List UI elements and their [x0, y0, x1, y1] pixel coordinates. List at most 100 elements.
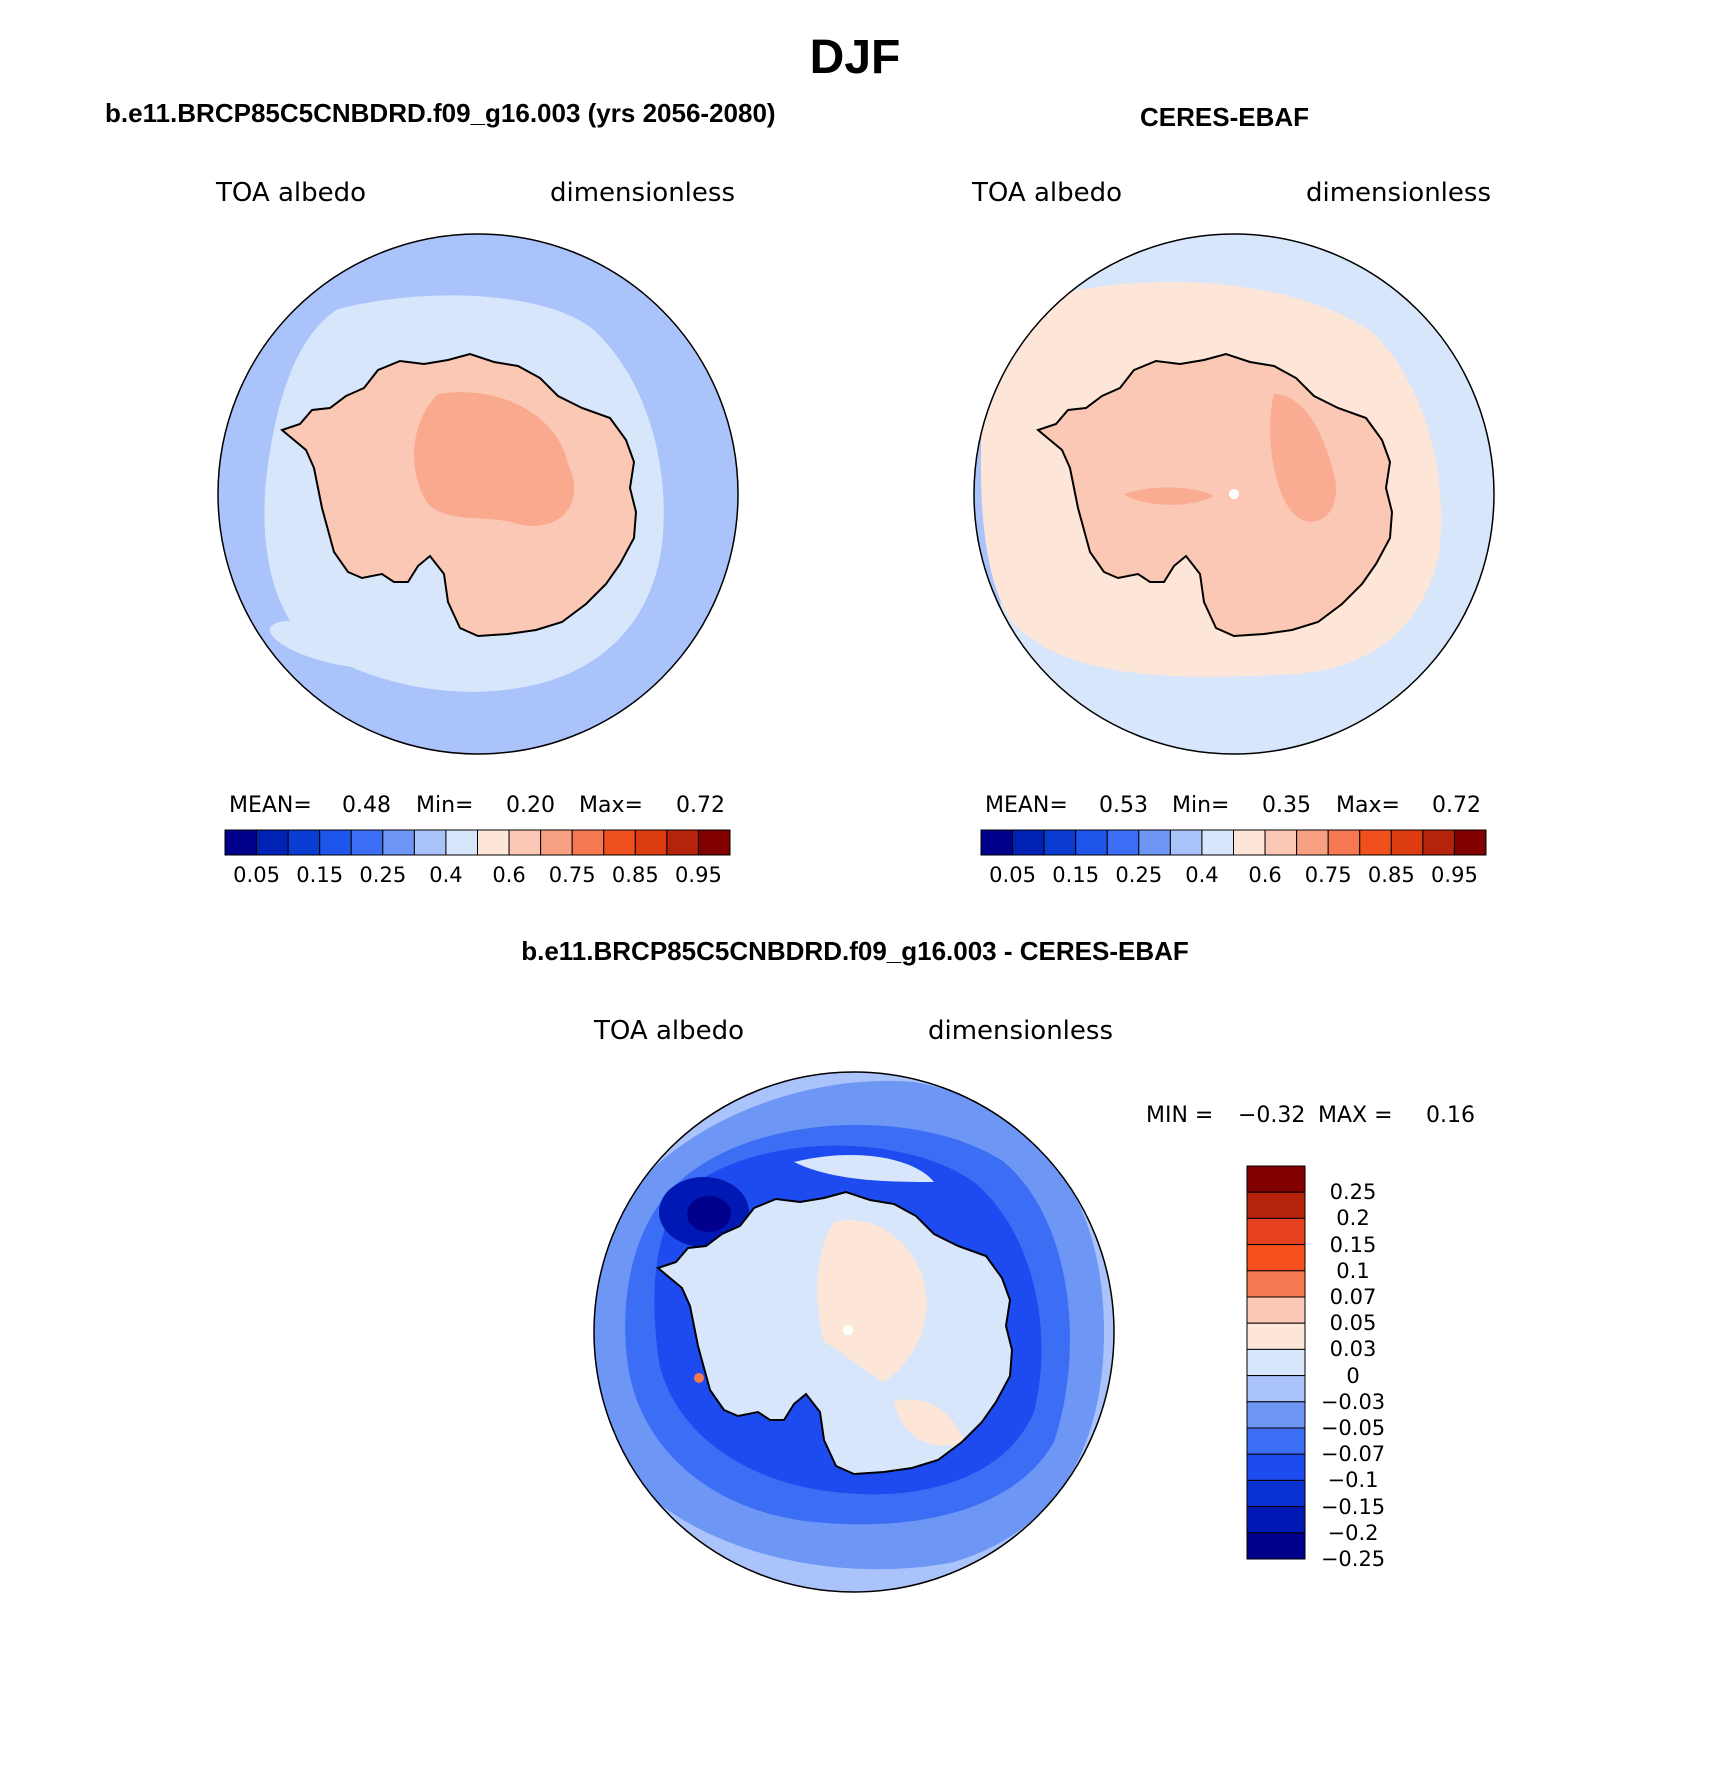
model-max-value: 0.72	[676, 793, 725, 818]
obs-colorbar-swatch	[1327, 829, 1361, 856]
model-colorbar	[224, 829, 731, 856]
diff-variable-label: TOA albedo	[594, 1016, 745, 1046]
diff-colorbar-swatch	[1246, 1532, 1306, 1560]
model-colorbar-swatch	[382, 829, 415, 856]
diff-colorbar-tick-label: −0.03	[1320, 1389, 1386, 1414]
model-mean-label: MEAN=	[229, 793, 312, 818]
model-colorbar-swatch	[319, 829, 352, 856]
diff-colorbar-swatch	[1246, 1479, 1306, 1508]
obs-colorbar-swatch	[1012, 829, 1045, 856]
obs-colorbar-swatch	[1169, 829, 1203, 856]
obs-min-value: 0.35	[1262, 793, 1311, 818]
model-colorbar-tick-label: 0.95	[675, 863, 722, 887]
diff-colorbar-tick-label: −0.2	[1327, 1520, 1379, 1545]
obs-colorbar-swatch	[1453, 829, 1487, 856]
diff-colorbar-tick-label: 0.1	[1336, 1258, 1370, 1283]
obs-colorbar-swatch	[1296, 829, 1329, 856]
obs-colorbar-swatch	[1264, 829, 1298, 856]
diff-colorbar-tick-label: −0.05	[1320, 1416, 1386, 1440]
obs-colorbar-swatch	[1201, 829, 1234, 856]
obs-colorbar-tick-label: 0.95	[1431, 863, 1478, 887]
model-mean-value: 0.48	[342, 793, 391, 818]
model-colorbar-swatch	[603, 829, 636, 856]
obs-mean-label: MEAN=	[985, 793, 1068, 818]
model-min-value: 0.20	[506, 793, 555, 818]
obs-colorbar-swatch	[1390, 829, 1424, 856]
diff-colorbar-swatch	[1246, 1191, 1306, 1219]
diff-colorbar-swatch	[1246, 1217, 1306, 1246]
obs-variable-label: TOA albedo	[972, 178, 1123, 208]
model-colorbar-swatch	[666, 829, 699, 856]
diff-colorbar-tick-label: −0.25	[1320, 1547, 1386, 1571]
model-colorbar-tick-label: 0.25	[359, 863, 407, 887]
obs-colorbar-swatch	[1138, 829, 1171, 856]
panel-title-model: b.e11.BRCP85C5CNBDRD.f09_g16.003 (yrs 20…	[105, 98, 776, 128]
model-colorbar-swatch	[350, 829, 384, 856]
diff-min-label: MIN =	[1146, 1103, 1214, 1128]
model-colorbar-swatch	[540, 829, 573, 856]
obs-colorbar-tick-label: 0.15	[1052, 863, 1100, 887]
diff-min-value: −0.32	[1238, 1103, 1306, 1128]
diff-units-label: dimensionless	[928, 1016, 1113, 1046]
obs-colorbar-tick-label: 0.25	[1115, 863, 1163, 887]
diff-colorbar-swatch	[1246, 1296, 1306, 1324]
diff-colorbar-swatch	[1246, 1506, 1306, 1534]
diff-colorbar-tick-label: 0.05	[1329, 1311, 1377, 1336]
obs-colorbar-tick-label: 0.85	[1367, 863, 1415, 887]
model-colorbar-tick-label: 0.75	[548, 863, 596, 887]
obs-map	[973, 233, 1495, 755]
model-colorbar-swatch	[697, 829, 731, 856]
diff-colorbar-swatch	[1246, 1322, 1306, 1350]
diff-max-value: 0.16	[1426, 1103, 1475, 1128]
model-colorbar-tick-label: 0.15	[296, 863, 344, 887]
model-colorbar-tick-label: 0.85	[611, 863, 659, 887]
model-colorbar-swatch	[634, 829, 668, 856]
obs-max-label: Max=	[1336, 793, 1400, 818]
panel-title-diff: b.e11.BRCP85C5CNBDRD.f09_g16.003 - CERES…	[521, 936, 1189, 966]
obs-colorbar-swatch	[1359, 829, 1392, 856]
obs-mean-value: 0.53	[1099, 793, 1148, 818]
diff-map	[593, 1071, 1115, 1593]
diff-max-label: MAX =	[1318, 1103, 1393, 1128]
model-colorbar-swatch	[287, 829, 321, 856]
model-colorbar-swatch	[413, 829, 447, 856]
diff-colorbar-swatch	[1246, 1375, 1306, 1403]
diff-colorbar-tick-label: 0.2	[1336, 1206, 1370, 1231]
model-max-label: Max=	[579, 793, 643, 818]
model-min-label: Min=	[416, 793, 474, 818]
model-map	[217, 233, 739, 755]
diff-colorbar-swatch	[1246, 1401, 1306, 1429]
diff-colorbar-tick-label: −0.15	[1320, 1494, 1386, 1519]
diff-colorbar-tick-label: 0.25	[1329, 1180, 1377, 1205]
obs-colorbar-swatch	[1075, 829, 1108, 856]
diff-colorbar-swatch	[1246, 1244, 1306, 1272]
figure-title: DJF	[809, 31, 901, 84]
obs-colorbar-swatch	[980, 829, 1014, 856]
diff-colorbar-tick-label: 0.15	[1329, 1232, 1377, 1257]
model-variable-label: TOA albedo	[216, 178, 367, 208]
model-colorbar-tick-label: 0.4	[429, 863, 463, 887]
obs-min-label: Min=	[1172, 793, 1230, 818]
obs-colorbar-swatch	[1422, 829, 1455, 856]
model-colorbar-swatch	[445, 829, 478, 856]
diff-colorbar-swatch	[1246, 1165, 1306, 1193]
diff-colorbar-swatch	[1246, 1348, 1306, 1377]
diff-colorbar-swatch	[1246, 1453, 1306, 1481]
obs-colorbar	[980, 829, 1487, 856]
obs-colorbar-swatch	[1233, 829, 1266, 856]
obs-colorbar-swatch	[1106, 829, 1140, 856]
model-colorbar-swatch	[508, 829, 542, 856]
diff-colorbar	[1246, 1165, 1306, 1560]
diff-colorbar-tick-label: 0	[1346, 1363, 1360, 1388]
model-units-label: dimensionless	[550, 178, 735, 208]
model-colorbar-swatch	[571, 829, 605, 856]
obs-colorbar-tick-label: 0.6	[1248, 863, 1282, 887]
model-colorbar-tick-label: 0.6	[492, 863, 526, 887]
obs-colorbar-tick-label: 0.75	[1304, 863, 1352, 887]
diff-colorbar-tick-label: −0.1	[1327, 1468, 1379, 1493]
obs-colorbar-tick-label: 0.05	[989, 863, 1036, 887]
model-colorbar-tick-label: 0.05	[233, 863, 280, 887]
diff-colorbar-swatch	[1246, 1270, 1306, 1298]
panel-title-obs: CERES-EBAF	[1140, 102, 1310, 132]
